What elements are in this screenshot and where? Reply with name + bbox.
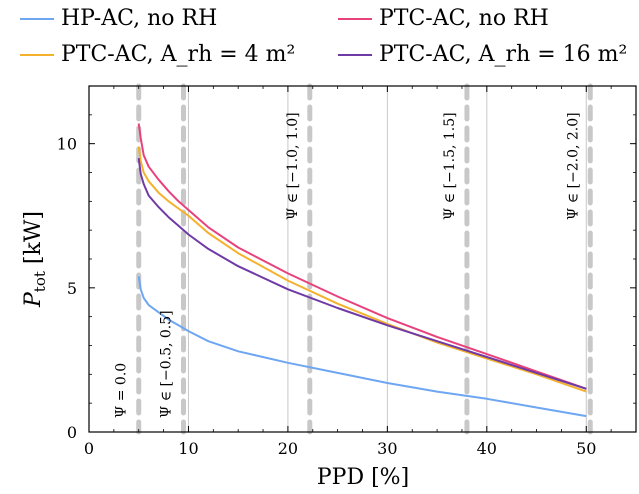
series-lines xyxy=(137,123,587,418)
x-tick-label: 20 xyxy=(278,439,298,458)
axis-ticks: 0 10 20 30 40 50 0 5 10 xyxy=(57,85,637,458)
psi-band-lines xyxy=(136,83,593,435)
legend-swatch-ptc-ac xyxy=(338,17,372,20)
legend-swatch-ptc-ac-4 xyxy=(20,53,54,56)
x-tick-label: 0 xyxy=(84,439,94,458)
grid-lines xyxy=(187,86,587,432)
legend-item-hp-ac: HP-AC, no RH xyxy=(20,6,217,31)
series-line-0 xyxy=(137,276,587,418)
legend-item-ptc-ac-16: PTC-AC, A_rh = 16 m² xyxy=(338,42,627,67)
psi-annotation-label: Ψ = 0.0 xyxy=(114,363,130,418)
x-tick-label: 40 xyxy=(477,439,497,458)
psi-annotation-label: Ψ ∈ [−2.0, 2.0] xyxy=(565,112,581,220)
legend-label-ptc-ac: PTC-AC, no RH xyxy=(379,6,549,31)
legend-item-ptc-ac-4: PTC-AC, A_rh = 4 m² xyxy=(20,42,295,67)
psi-annotation-label: Ψ ∈ [−0.5, 0.5] xyxy=(159,310,175,418)
legend-swatch-ptc-ac-16 xyxy=(338,53,372,56)
y-tick-label: 5 xyxy=(67,279,77,298)
psi-annotation-label: Ψ ∈ [−1.5, 1.5] xyxy=(442,112,458,220)
y-tick-label: 10 xyxy=(57,135,77,154)
x-tick-label: 50 xyxy=(576,439,596,458)
y-axis-title: Ptot [kW] xyxy=(21,211,49,308)
series-line-2 xyxy=(137,146,587,393)
series-line-3 xyxy=(137,157,587,390)
legend-item-ptc-ac: PTC-AC, no RH xyxy=(338,6,549,31)
psi-annotation-label: Ψ ∈ [−1.0, 1.0] xyxy=(285,112,301,220)
x-tick-label: 10 xyxy=(178,439,198,458)
legend-label-hp-ac: HP-AC, no RH xyxy=(61,6,218,31)
psi-annotations: Ψ = 0.0 Ψ ∈ [−0.5, 0.5] Ψ ∈ [−1.0, 1.0] Ψ ∈… xyxy=(114,112,582,418)
series-line-1 xyxy=(137,123,587,390)
legend-swatch-hp-ac xyxy=(20,17,54,20)
legend-label-ptc-ac-4: PTC-AC, A_rh = 4 m² xyxy=(61,42,296,67)
x-axis-title: PPD [%] xyxy=(317,465,409,490)
y-tick-label: 0 xyxy=(67,423,77,442)
x-tick-label: 30 xyxy=(377,439,397,458)
legend: HP-AC, no RH PTC-AC, no RH PTC-AC, A_rh … xyxy=(0,0,639,80)
legend-label-ptc-ac-16: PTC-AC, A_rh = 16 m² xyxy=(379,42,628,67)
